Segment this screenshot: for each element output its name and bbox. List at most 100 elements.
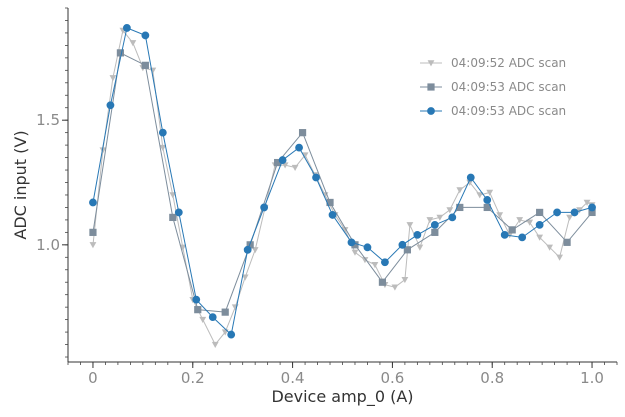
data-point: [496, 212, 504, 219]
x-tick-label: 0: [88, 369, 98, 387]
data-point: [483, 203, 491, 212]
data-point: [99, 147, 107, 154]
data-point: [231, 304, 239, 311]
legend: 04:09:52 ADC scan 04:09:53 ADC scan 04:09:…: [420, 56, 566, 118]
data-point: [500, 230, 509, 239]
data-point: [298, 129, 307, 137]
data-point: [194, 306, 202, 314]
data-point: [381, 258, 389, 267]
data-point: [174, 208, 183, 217]
data-point: [535, 220, 544, 229]
y-tick-label: 1.5: [36, 111, 60, 129]
data-point: [169, 213, 177, 222]
data-point: [221, 308, 229, 316]
data-point: [241, 274, 249, 281]
data-point: [378, 278, 387, 286]
data-point: [466, 173, 475, 182]
data-point: [89, 242, 97, 249]
data-point: [516, 217, 524, 224]
data-point: [391, 284, 399, 291]
x-tick-label: 1.0: [580, 369, 604, 387]
legend-marker: [427, 83, 435, 91]
data-point: [159, 144, 167, 152]
x-axis-label: Device amp_0 (A): [271, 387, 413, 407]
data-point: [301, 152, 309, 159]
data-point: [341, 227, 349, 234]
data-point: [456, 203, 464, 212]
data-point: [406, 222, 414, 229]
data-point: [588, 203, 596, 212]
data-point: [403, 246, 411, 254]
data-point: [211, 341, 219, 348]
data-point: [430, 220, 439, 229]
data-point: [363, 243, 372, 252]
legend-item: 04:09:53 ADC scan: [420, 104, 566, 118]
legend-marker: [427, 60, 435, 67]
data-point: [448, 213, 457, 222]
data-point: [129, 40, 137, 47]
data-point: [89, 198, 97, 207]
y-tick-label: 1.0: [36, 236, 60, 254]
data-point: [413, 230, 422, 239]
data-point: [295, 143, 303, 152]
data-point: [508, 226, 516, 234]
data-point: [106, 101, 115, 110]
data-point: [312, 173, 320, 182]
data-point: [347, 238, 356, 247]
y-axis-label: ADC input (V): [11, 130, 30, 239]
data-point: [483, 196, 492, 204]
data-point: [518, 233, 527, 242]
data-point: [536, 208, 544, 217]
data-point: [556, 254, 564, 261]
x-tick-label: 0.8: [480, 369, 504, 387]
data-point: [416, 244, 424, 251]
legend-marker: [427, 107, 435, 115]
series-0: [89, 27, 596, 348]
data-point: [251, 247, 259, 254]
data-point: [116, 49, 125, 57]
data-point: [122, 24, 131, 32]
data-point: [158, 128, 167, 137]
data-point: [141, 61, 149, 69]
data-point: [546, 244, 554, 251]
data-point: [246, 241, 254, 249]
series-layer: [89, 24, 596, 348]
data-point: [398, 240, 407, 249]
series-line: [92, 52, 593, 313]
data-point: [149, 67, 157, 74]
data-point: [274, 158, 282, 167]
data-point: [199, 316, 207, 324]
data-point: [570, 208, 579, 217]
series-1: [89, 49, 596, 316]
data-point: [526, 219, 534, 226]
data-point: [436, 214, 444, 221]
legend-label: 04:09:52 ADC scan: [451, 56, 566, 70]
data-point: [563, 238, 571, 246]
data-point: [576, 207, 583, 214]
data-point: [486, 189, 494, 196]
series-2: [89, 24, 596, 339]
data-point: [401, 277, 409, 284]
data-point: [291, 164, 299, 171]
data-point: [446, 207, 454, 214]
data-point: [553, 208, 562, 217]
legend-item: 04:09:53 ADC scan: [420, 80, 566, 94]
data-point: [361, 257, 369, 264]
data-point: [326, 198, 334, 207]
data-point: [192, 295, 201, 304]
data-point: [208, 313, 217, 322]
data-point: [89, 228, 97, 236]
data-point: [169, 192, 177, 199]
data-point: [351, 249, 359, 256]
data-point: [476, 192, 484, 199]
data-point: [227, 330, 236, 339]
x-tick-label: 0.4: [281, 369, 305, 387]
data-point: [426, 217, 434, 224]
data-point: [583, 199, 591, 206]
data-point: [431, 228, 439, 236]
data-point: [243, 245, 252, 254]
x-tick-label: 0.6: [380, 369, 404, 387]
data-point: [260, 203, 269, 212]
data-point: [371, 262, 379, 269]
